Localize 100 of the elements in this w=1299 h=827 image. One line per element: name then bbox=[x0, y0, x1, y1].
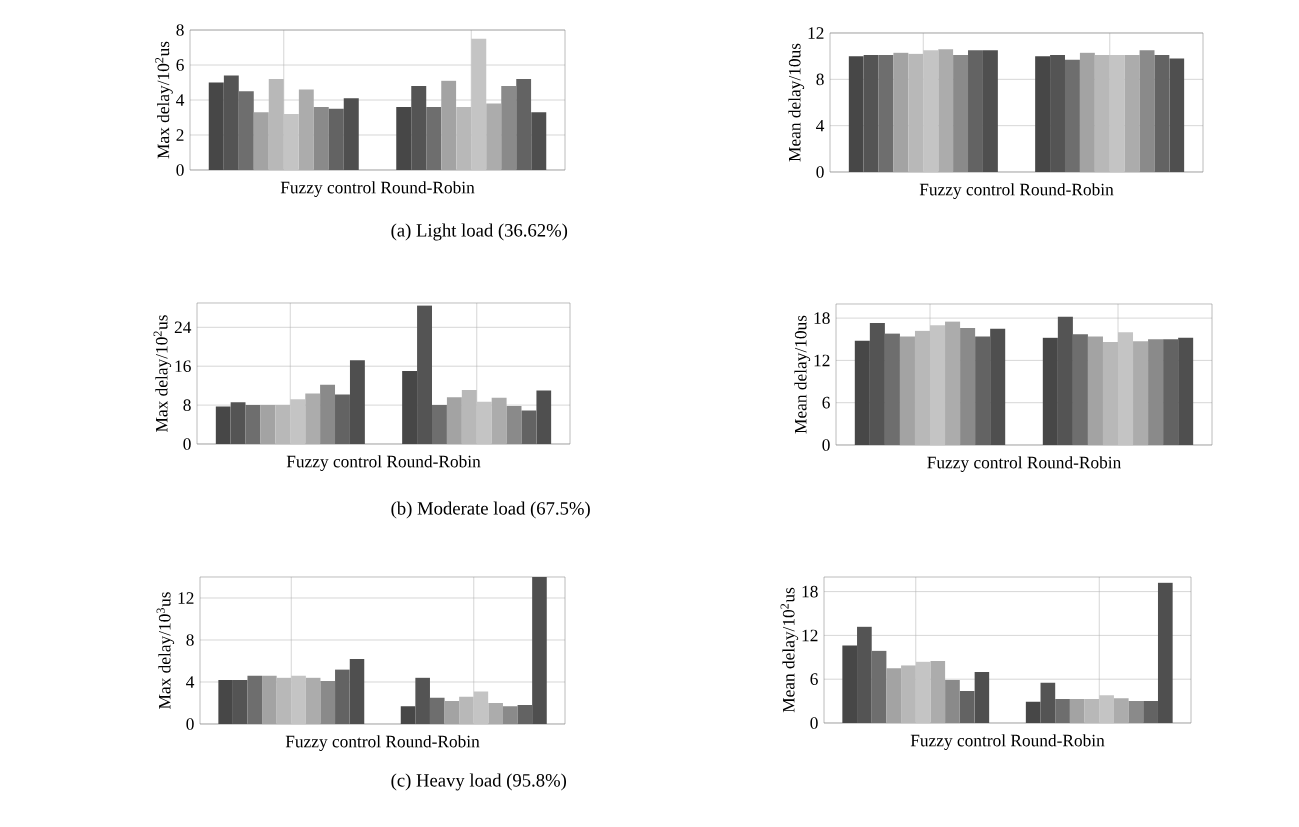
bar bbox=[1124, 55, 1140, 172]
bar bbox=[975, 336, 991, 445]
bar bbox=[857, 626, 872, 723]
bar bbox=[328, 108, 344, 170]
bar bbox=[215, 406, 231, 444]
bar bbox=[429, 697, 445, 724]
y-tick-label: 12 bbox=[808, 27, 824, 39]
bar bbox=[516, 79, 532, 170]
y-tick-label: 12 bbox=[814, 354, 830, 367]
bar bbox=[486, 103, 502, 170]
bar bbox=[1055, 698, 1070, 723]
y-tick-label: 12 bbox=[802, 629, 818, 642]
y-tick-label: 8 bbox=[816, 73, 824, 86]
bar bbox=[968, 50, 983, 172]
bar bbox=[402, 371, 418, 444]
bar bbox=[536, 390, 552, 444]
bar bbox=[1064, 59, 1080, 172]
bar bbox=[232, 679, 248, 724]
bar bbox=[899, 336, 915, 445]
bar bbox=[335, 669, 350, 724]
bar bbox=[305, 393, 321, 444]
bar bbox=[238, 91, 254, 170]
bar bbox=[400, 706, 416, 724]
bar bbox=[990, 328, 1006, 445]
bar bbox=[247, 675, 263, 724]
y-axis-title: Mean delay/10$^{2}$us bbox=[780, 587, 799, 713]
x-axis-title: Fuzzy control Round-Robin bbox=[910, 734, 1105, 750]
bar bbox=[974, 671, 990, 723]
bar bbox=[886, 668, 902, 723]
bar bbox=[446, 397, 462, 444]
y-tick-label: 24 bbox=[174, 321, 192, 334]
bar bbox=[521, 410, 537, 444]
bar bbox=[245, 405, 261, 444]
bar bbox=[488, 703, 503, 724]
bar bbox=[349, 360, 365, 444]
y-tick-label: 0 bbox=[183, 438, 191, 450]
bar bbox=[426, 107, 442, 170]
bar bbox=[842, 645, 858, 723]
bar bbox=[349, 658, 365, 724]
y-tick-label: 6 bbox=[810, 673, 818, 686]
bar bbox=[884, 333, 900, 445]
bar bbox=[1035, 56, 1051, 172]
y-tick-label: 0 bbox=[816, 166, 824, 178]
bar bbox=[1069, 698, 1085, 723]
bar bbox=[223, 75, 239, 170]
bar bbox=[1113, 698, 1129, 723]
bar bbox=[1157, 582, 1173, 723]
text: (c) Heavy load (95.8%) bbox=[391, 773, 567, 791]
y-tick-label: 8 bbox=[186, 634, 194, 646]
bar bbox=[1040, 682, 1056, 723]
y-tick-label: 6 bbox=[822, 396, 830, 409]
bar bbox=[441, 80, 457, 170]
bar bbox=[1169, 58, 1185, 172]
y-tick-label: 12 bbox=[178, 592, 194, 604]
bar bbox=[532, 577, 547, 724]
y-tick-label: 4 bbox=[176, 94, 185, 106]
bar bbox=[343, 98, 359, 170]
bar bbox=[417, 305, 432, 444]
bar bbox=[531, 112, 547, 170]
bar bbox=[959, 690, 975, 723]
y-axis-title: Max delay/10$^{2}$us bbox=[153, 315, 172, 432]
bar bbox=[230, 402, 246, 444]
bar bbox=[1025, 701, 1041, 723]
y-tick-label: 18 bbox=[814, 312, 830, 324]
y-tick-label: 4 bbox=[816, 119, 825, 132]
x-axis-title: Fuzzy control Round-Robin bbox=[280, 181, 475, 197]
bar bbox=[411, 86, 427, 170]
x-axis-title: Fuzzy control Round-Robin bbox=[919, 183, 1114, 199]
bar bbox=[1163, 339, 1179, 445]
y-tick-label: 16 bbox=[175, 360, 191, 373]
y-tick-label: 0 bbox=[186, 718, 194, 730]
bar bbox=[893, 52, 909, 172]
bar bbox=[415, 677, 430, 724]
bar bbox=[260, 405, 276, 444]
bar bbox=[432, 405, 447, 444]
bar bbox=[854, 340, 870, 445]
bar bbox=[1079, 52, 1095, 172]
y-tick-label: 0 bbox=[176, 164, 184, 176]
text: (a) Light load (36.62%) bbox=[391, 223, 568, 241]
y-axis-title: Max delay/10$^{2}$us bbox=[155, 41, 173, 159]
bar bbox=[305, 677, 321, 724]
bar bbox=[869, 323, 885, 445]
y-tick-label: 6 bbox=[176, 59, 184, 71]
bar bbox=[1178, 337, 1194, 445]
x-axis-title: Fuzzy control Round-Robin bbox=[285, 735, 480, 751]
text: (b) Moderate load (67.5%) bbox=[391, 501, 590, 519]
y-tick-label: 8 bbox=[176, 24, 184, 36]
bar bbox=[1072, 334, 1088, 445]
x-axis-title: Fuzzy control Round-Robin bbox=[286, 455, 481, 471]
bar bbox=[262, 675, 277, 724]
bar bbox=[253, 112, 269, 170]
bar bbox=[848, 56, 864, 172]
bar bbox=[218, 679, 233, 724]
bar bbox=[871, 650, 887, 723]
y-tick-label: 8 bbox=[183, 399, 191, 411]
bar bbox=[1042, 337, 1058, 445]
x-axis-title: Fuzzy control Round-Robin bbox=[927, 456, 1122, 472]
y-tick-label: 2 bbox=[176, 129, 184, 141]
y-tick-label: 4 bbox=[186, 676, 195, 688]
bar bbox=[878, 55, 894, 172]
